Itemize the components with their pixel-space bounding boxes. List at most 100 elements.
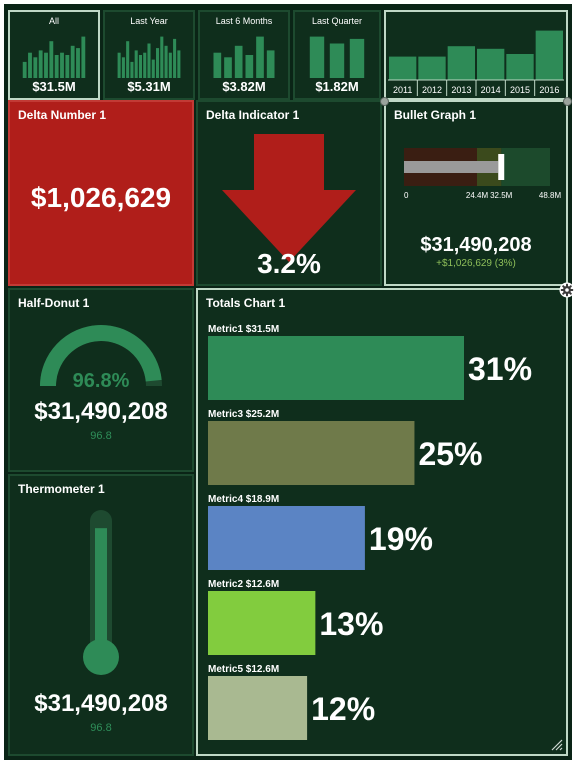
totals-bar-label: Metric3 $25.2M bbox=[208, 409, 279, 420]
sparkline-bar bbox=[266, 50, 275, 78]
totals-bar-percent: 25% bbox=[418, 436, 482, 472]
delta-indicator-panel[interactable]: Delta Indicator 1 3.2% bbox=[196, 100, 382, 286]
sparkline-bar bbox=[49, 41, 54, 78]
bullet-tick-label: 32.5M bbox=[490, 191, 513, 200]
panel-handle-right-icon[interactable] bbox=[563, 97, 572, 106]
year-bar-2012[interactable] bbox=[418, 56, 446, 80]
sparkline-bar bbox=[164, 45, 168, 78]
sparkline-bar bbox=[213, 52, 222, 78]
sparkline-bar bbox=[70, 45, 75, 78]
half-donut-sub: 96.8 bbox=[90, 430, 112, 442]
bullet-value: $31,490,208 bbox=[420, 234, 532, 256]
sparkline-bar bbox=[309, 36, 325, 78]
period-value: $1.82M bbox=[315, 79, 359, 94]
totals-bar-label: Metric2 $12.6M bbox=[208, 579, 279, 590]
totals-chart-panel[interactable]: Totals Chart 1 Metric1 $31.5M 31% Metric3 … bbox=[196, 288, 568, 756]
totals-bar[interactable] bbox=[208, 336, 464, 400]
year-label[interactable]: 2013 bbox=[451, 85, 471, 95]
totals-bar[interactable] bbox=[208, 676, 308, 740]
year-bars[interactable]: 2011 2012 2013 2014 2015 2016 bbox=[386, 12, 566, 98]
panel-title: Half-Donut 1 bbox=[18, 296, 90, 310]
sparkline-bar bbox=[349, 38, 365, 78]
half-donut-value: $31,490,208 bbox=[34, 398, 168, 425]
year-bar-2015[interactable] bbox=[506, 54, 534, 80]
gear-icon[interactable] bbox=[559, 282, 575, 298]
period-label: Last 6 Months bbox=[215, 16, 273, 26]
bullet-tick-label: 24.4M bbox=[466, 191, 489, 200]
sparkline-bar bbox=[121, 57, 125, 78]
bullet-delta: +$1,026,629 (3%) bbox=[436, 258, 516, 269]
year-label[interactable]: 2015 bbox=[510, 85, 530, 95]
bullet-tick-label: 0 bbox=[404, 191, 409, 200]
period-sparkline bbox=[22, 36, 86, 78]
sparkline-bar bbox=[22, 61, 27, 78]
year-bar-2016[interactable] bbox=[535, 30, 563, 81]
year-selector[interactable]: 2011 2012 2013 2014 2015 2016 bbox=[384, 10, 568, 100]
sparkline-bar bbox=[126, 41, 130, 78]
bullet-band bbox=[501, 148, 550, 186]
sparkline-bar bbox=[44, 52, 48, 78]
sparkline-bar bbox=[33, 57, 38, 78]
year-label[interactable]: 2014 bbox=[481, 85, 501, 95]
totals-bar-percent: 31% bbox=[468, 351, 532, 387]
sparkline-bar bbox=[155, 48, 160, 78]
totals-bar[interactable] bbox=[208, 591, 316, 655]
totals-bar-percent: 12% bbox=[311, 691, 375, 727]
half-donut-panel[interactable]: Half-Donut 1 96.8% $31,490,208 96.8 bbox=[8, 288, 194, 472]
sparkline-bar bbox=[160, 36, 164, 78]
period-tile-last-year[interactable]: Last Year $5.31M bbox=[103, 10, 195, 100]
period-value: $3.82M bbox=[222, 79, 266, 94]
sparkline-bar bbox=[224, 57, 232, 78]
panel-title: Bullet Graph 1 bbox=[394, 108, 477, 122]
sparkline-bar bbox=[143, 52, 147, 78]
period-label: All bbox=[48, 16, 59, 26]
sparkline-bar bbox=[151, 59, 155, 78]
totals-bar-label: Metric4 $18.9M bbox=[208, 494, 279, 505]
sparkline-bar bbox=[329, 43, 345, 78]
year-label[interactable]: 2012 bbox=[422, 85, 442, 95]
year-bar-2013[interactable] bbox=[447, 46, 475, 80]
period-label: Last Year bbox=[130, 16, 168, 26]
bullet-tick-label: 48.8M bbox=[539, 191, 562, 200]
panel-handle-left-icon[interactable] bbox=[380, 97, 389, 106]
totals-bar[interactable] bbox=[208, 506, 365, 570]
sparkline-bar bbox=[245, 55, 254, 78]
year-label[interactable]: 2016 bbox=[539, 85, 559, 95]
resize-handle-icon[interactable] bbox=[548, 736, 564, 752]
panel-title: Delta Indicator 1 bbox=[206, 108, 300, 122]
bullet-graph: 0 24.4M 32.5M 48.8M bbox=[404, 148, 562, 200]
period-value: $5.31M bbox=[127, 79, 171, 94]
thermometer-sub: 96.8 bbox=[90, 722, 112, 734]
sparkline-bar bbox=[60, 52, 64, 78]
bullet-graph-panel[interactable]: Bullet Graph 1 0 24.4M 32.5M 48.8M $31,490,… bbox=[384, 100, 568, 286]
half-donut-gauge bbox=[40, 325, 162, 387]
totals-bar-label: Metric1 $31.5M bbox=[208, 324, 279, 335]
sparkline-bar bbox=[134, 50, 138, 78]
period-value: $31.5M bbox=[32, 79, 76, 94]
totals-bar[interactable] bbox=[208, 421, 415, 485]
sparkline-bar bbox=[81, 36, 86, 78]
totals-bar-percent: 19% bbox=[369, 521, 433, 557]
totals-bar-chart: Metric1 $31.5M 31% Metric3 $25.2M 25% Metric… bbox=[208, 324, 532, 740]
half-donut-percent: 96.8% bbox=[72, 370, 130, 392]
sparkline-bar bbox=[173, 38, 177, 78]
sparkline-bar bbox=[65, 55, 70, 78]
year-label[interactable]: 2011 bbox=[393, 85, 412, 95]
delta-number-panel[interactable]: Delta Number 1 $1,026,629 bbox=[8, 100, 194, 286]
sparkline-bar bbox=[256, 36, 264, 78]
period-tile-all[interactable]: All $31.5M bbox=[8, 10, 100, 100]
sparkline-bar bbox=[38, 50, 43, 78]
totals-bar-label: Metric5 $12.6M bbox=[208, 664, 279, 675]
delta-indicator-value: 3.2% bbox=[257, 248, 321, 279]
sparkline-bar bbox=[168, 52, 172, 78]
sparkline-bar bbox=[28, 52, 32, 78]
delta-number-value: $1,026,629 bbox=[30, 182, 172, 213]
period-tile-last-6-months[interactable]: Last 6 Months $3.82M bbox=[198, 10, 290, 100]
sparkline-bar bbox=[177, 50, 181, 78]
year-bar-2014[interactable] bbox=[477, 48, 505, 80]
period-sparkline bbox=[117, 36, 181, 78]
period-tile-last-quarter[interactable]: Last Quarter $1.82M bbox=[293, 10, 381, 100]
sparkline-bar bbox=[130, 61, 134, 78]
thermometer-panel[interactable]: Thermometer 1 $31,490,208 96.8 bbox=[8, 474, 194, 756]
year-bar-2011[interactable] bbox=[389, 56, 417, 80]
